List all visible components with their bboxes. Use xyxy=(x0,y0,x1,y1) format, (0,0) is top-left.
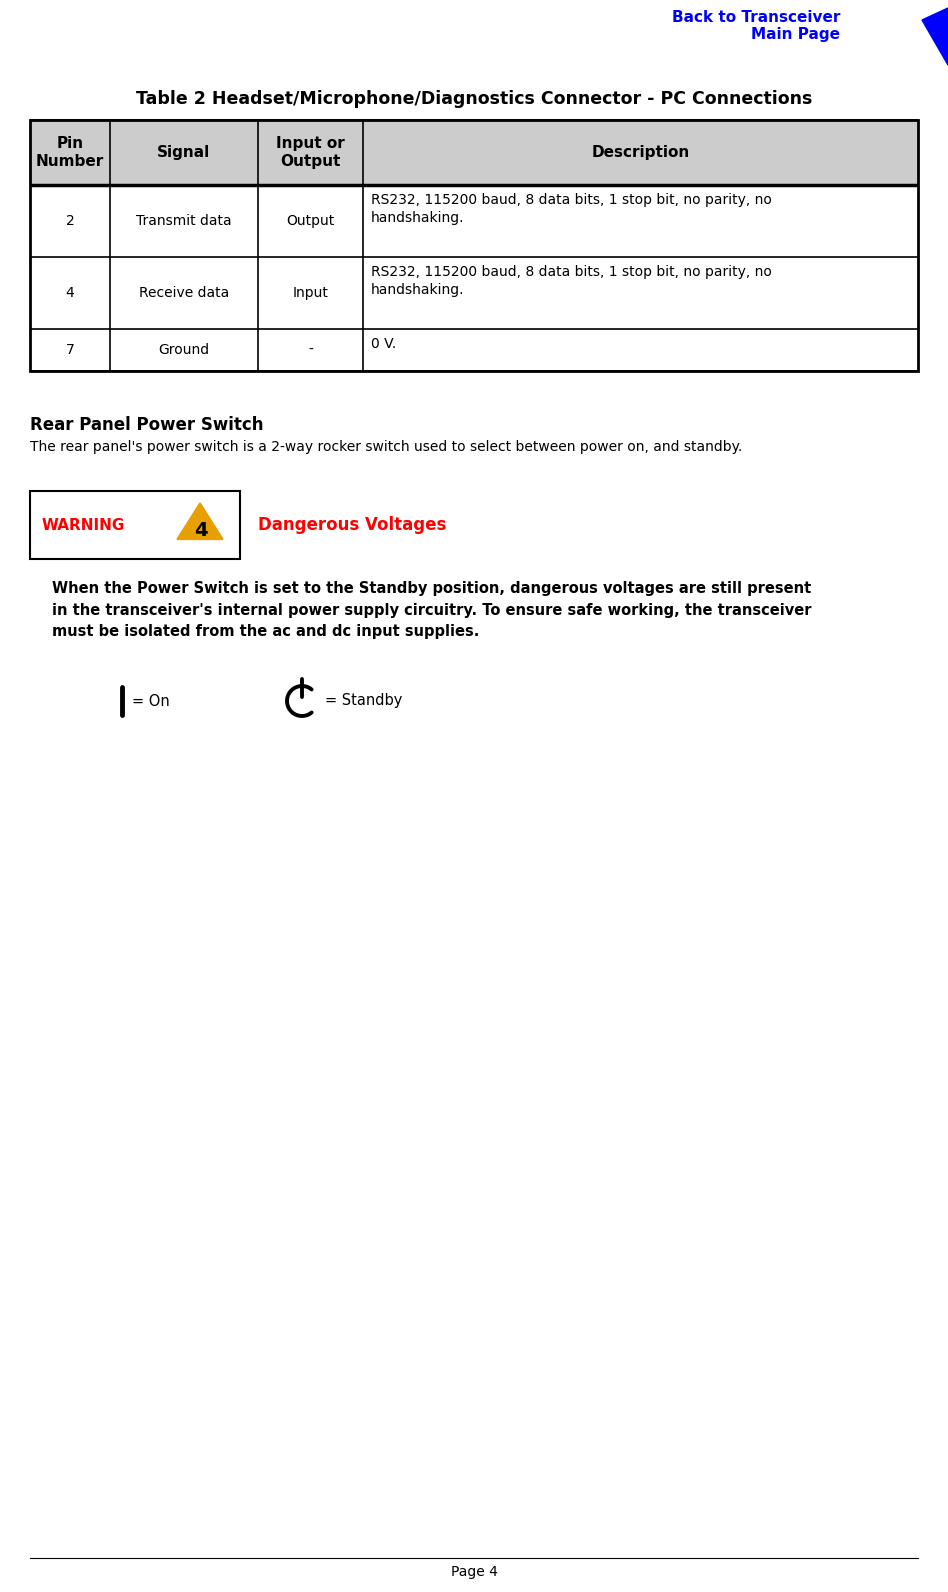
Text: Description: Description xyxy=(592,145,689,161)
Text: = Standby: = Standby xyxy=(325,694,402,708)
Text: 0 V.: 0 V. xyxy=(371,338,396,350)
Text: 4: 4 xyxy=(194,522,208,541)
Polygon shape xyxy=(922,8,948,65)
Text: Input: Input xyxy=(293,287,328,299)
Text: 4: 4 xyxy=(65,287,74,299)
Text: Signal: Signal xyxy=(157,145,210,161)
Text: RS232, 115200 baud, 8 data bits, 1 stop bit, no parity, no
handshaking.: RS232, 115200 baud, 8 data bits, 1 stop … xyxy=(371,264,772,298)
Text: WARNING: WARNING xyxy=(42,517,125,532)
Text: Transmit data: Transmit data xyxy=(137,213,232,228)
Text: Ground: Ground xyxy=(158,342,210,357)
Text: RS232, 115200 baud, 8 data bits, 1 stop bit, no parity, no
handshaking.: RS232, 115200 baud, 8 data bits, 1 stop … xyxy=(371,193,772,226)
Text: Rear Panel Power Switch: Rear Panel Power Switch xyxy=(30,416,264,435)
Text: Page 4: Page 4 xyxy=(450,1565,498,1579)
Polygon shape xyxy=(177,503,223,540)
Text: -: - xyxy=(308,342,313,357)
Text: 7: 7 xyxy=(65,342,74,357)
Text: Table 2 Headset/Microphone/Diagnostics Connector - PC Connections: Table 2 Headset/Microphone/Diagnostics C… xyxy=(136,91,812,108)
Text: = On: = On xyxy=(132,694,170,708)
Bar xyxy=(30,119,918,185)
Text: Input or
Output: Input or Output xyxy=(276,137,345,169)
Text: The rear panel's power switch is a 2-way rocker switch used to select between po: The rear panel's power switch is a 2-way… xyxy=(30,439,742,454)
Text: When the Power Switch is set to the Standby position, dangerous voltages are sti: When the Power Switch is set to the Stan… xyxy=(52,581,811,640)
Text: Receive data: Receive data xyxy=(138,287,229,299)
Bar xyxy=(30,490,240,559)
Text: Output: Output xyxy=(286,213,335,228)
Text: Dangerous Voltages: Dangerous Voltages xyxy=(258,516,447,533)
Text: 2: 2 xyxy=(65,213,74,228)
Text: Back to Transceiver
Main Page: Back to Transceiver Main Page xyxy=(671,10,840,43)
Bar xyxy=(30,119,918,371)
Text: Pin
Number: Pin Number xyxy=(36,137,104,169)
